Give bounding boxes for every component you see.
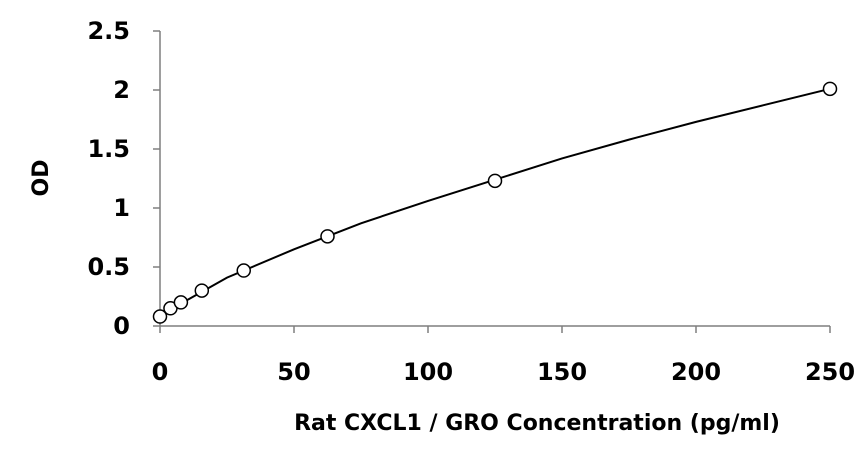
- y-axis-ticks: 0 0.5 1 1.5 2 2.5: [87, 17, 160, 340]
- x-tick-label: 100: [403, 358, 453, 386]
- y-axis-title: OD: [29, 160, 54, 197]
- data-points: [152, 81, 838, 324]
- x-axis-ticks: 0 50 100 150 200 250: [152, 326, 855, 386]
- x-tick-label: 150: [537, 358, 587, 386]
- data-point: [822, 81, 838, 97]
- x-tick-label: 250: [805, 358, 855, 386]
- data-point: [320, 229, 335, 244]
- data-point: [194, 283, 210, 298]
- y-tick-label: 0.5: [87, 253, 130, 281]
- y-tick-label: 0: [113, 312, 130, 340]
- data-point: [152, 309, 168, 324]
- y-tick-label: 2.5: [87, 17, 130, 45]
- x-tick-label: 200: [671, 358, 721, 386]
- y-tick-label: 1: [113, 194, 130, 222]
- data-point: [487, 173, 503, 189]
- y-tick-label: 1.5: [87, 135, 130, 163]
- x-axis-title: Rat CXCL1 / GRO Concentration (pg/ml): [294, 411, 780, 436]
- x-tick-label: 50: [277, 358, 310, 386]
- fit-curve: [159, 87, 831, 317]
- y-tick-label: 2: [113, 76, 130, 104]
- data-point: [236, 263, 251, 278]
- x-tick-label: 0: [152, 358, 169, 386]
- data-point: [173, 295, 189, 310]
